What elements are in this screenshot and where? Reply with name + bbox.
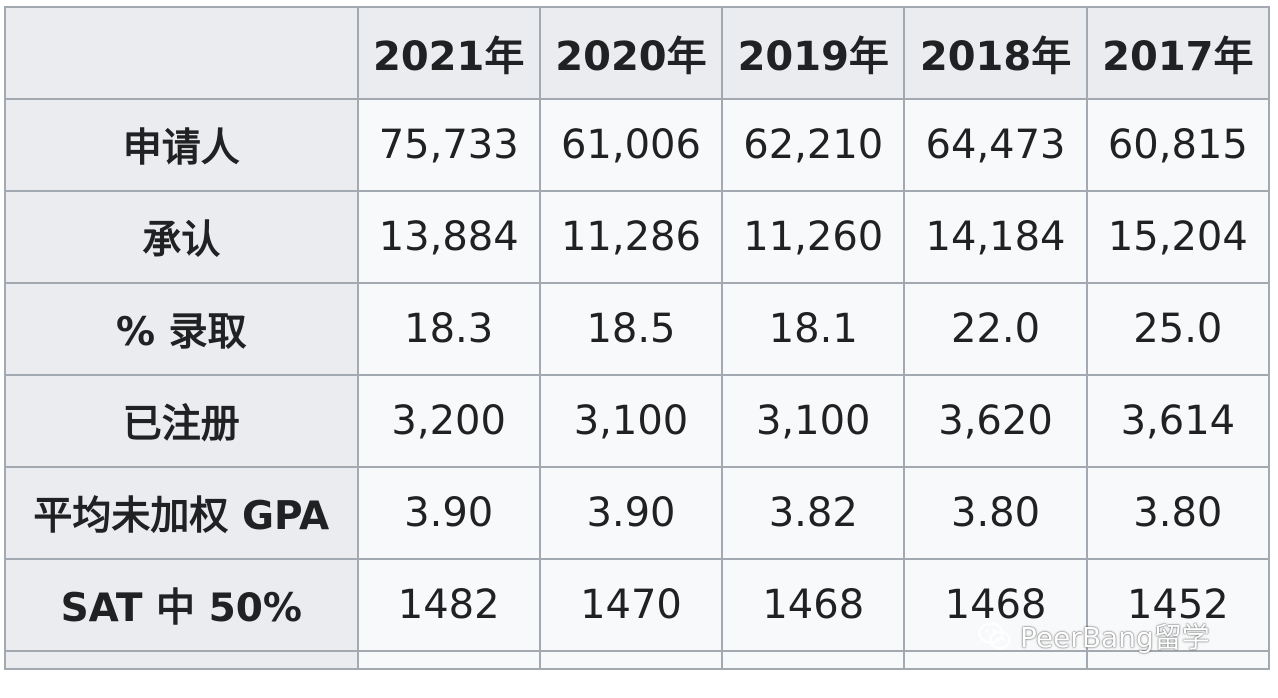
column-header: 2021年 <box>356 6 541 100</box>
table-row: % 录取 18.3 18.5 18.1 22.0 25.0 <box>4 282 1271 376</box>
row-header: SAT 中 50% <box>4 558 359 652</box>
table-cell: 14,184 <box>903 190 1088 284</box>
table-cell: 13,884 <box>356 190 541 284</box>
table-cell: 3,614 <box>1085 374 1271 468</box>
row-header: % 录取 <box>4 282 359 376</box>
watermark-text: PeerBang留学 <box>1020 621 1210 654</box>
table-cell: 60,815 <box>1085 98 1271 192</box>
column-header: 2020年 <box>538 6 724 100</box>
table-cell: 3,620 <box>903 374 1088 468</box>
table-cell: 1470 <box>538 558 724 652</box>
table-cell: 64,473 <box>903 98 1088 192</box>
column-header: 2018年 <box>903 6 1088 100</box>
table-cell <box>903 650 1088 670</box>
table-cell: 1468 <box>903 558 1088 652</box>
table-cell: 3,200 <box>356 374 541 468</box>
table-cell <box>721 650 906 670</box>
table-row-partial <box>4 650 1271 670</box>
header-row: 2021年 2020年 2019年 2018年 2017年 <box>4 6 1271 100</box>
row-header <box>4 650 359 670</box>
table-row: SAT 中 50% 1482 1470 1468 1468 1452 <box>4 558 1271 652</box>
table-cell: 15,204 <box>1085 190 1271 284</box>
wechat-icon <box>978 621 1012 651</box>
table-cell <box>356 650 541 670</box>
table-cell: 3.90 <box>356 466 541 560</box>
table-cell: 61,006 <box>538 98 724 192</box>
table-cell: 1468 <box>721 558 906 652</box>
table-cell: 18.5 <box>538 282 724 376</box>
table-cell: 1452 <box>1085 558 1271 652</box>
table-row: 申请人 75,733 61,006 62,210 64,473 60,815 <box>4 98 1271 192</box>
table-cell: 3.80 <box>903 466 1088 560</box>
table-cell: 1482 <box>356 558 541 652</box>
table-cell: 11,260 <box>721 190 906 284</box>
column-header: 2017年 <box>1085 6 1271 100</box>
table-cell: 3,100 <box>721 374 906 468</box>
table-cell: 75,733 <box>356 98 541 192</box>
table-row: 平均未加权 GPA 3.90 3.90 3.82 3.80 3.80 <box>4 466 1271 560</box>
table-cell <box>538 650 724 670</box>
corner-cell <box>4 6 359 100</box>
row-header: 申请人 <box>4 98 359 192</box>
table-cell: 18.1 <box>721 282 906 376</box>
table-cell: 18.3 <box>356 282 541 376</box>
row-header: 已注册 <box>4 374 359 468</box>
table-cell: 11,286 <box>538 190 724 284</box>
table-cell: 3.82 <box>721 466 906 560</box>
table-cell: 3,100 <box>538 374 724 468</box>
table-cell: 62,210 <box>721 98 906 192</box>
table-cell <box>1085 650 1271 670</box>
table-cell: 22.0 <box>903 282 1088 376</box>
admissions-table: 2021年 2020年 2019年 2018年 2017年 申请人 75,733… <box>4 6 1271 670</box>
watermark: PeerBang留学 <box>978 616 1210 656</box>
table-cell: 3.90 <box>538 466 724 560</box>
row-header: 承认 <box>4 190 359 284</box>
table-row: 承认 13,884 11,286 11,260 14,184 15,204 <box>4 190 1271 284</box>
column-header: 2019年 <box>721 6 906 100</box>
table-cell: 25.0 <box>1085 282 1271 376</box>
row-header: 平均未加权 GPA <box>4 466 359 560</box>
table-cell: 3.80 <box>1085 466 1271 560</box>
table-row: 已注册 3,200 3,100 3,100 3,620 3,614 <box>4 374 1271 468</box>
